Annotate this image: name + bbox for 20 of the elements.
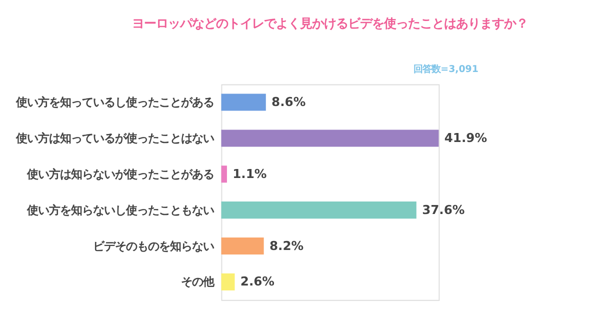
y-tick-label: その他 [181, 274, 216, 289]
data-label: 1.1% [232, 166, 267, 181]
y-tick-label: 使い方を知っているし使ったことがある [15, 95, 214, 110]
bar [221, 166, 227, 183]
data-label: 2.6% [240, 274, 274, 289]
bar [221, 273, 235, 290]
bar [221, 202, 416, 219]
bar [221, 237, 264, 254]
data-label: 41.9% [444, 130, 487, 145]
data-label: 8.2% [269, 238, 304, 253]
chart-title: ヨーロッパなどのトイレでよく見かけるビデを使ったことはありますか？ [132, 16, 528, 31]
text: 回答数=3,091 [414, 64, 478, 76]
bar [221, 130, 439, 147]
data-label: 8.6% [272, 95, 306, 110]
y-tick-label: 使い方を知らないし使ったこともない [26, 202, 214, 217]
y-tick-label: 使い方は知らないが使ったことがある [26, 166, 214, 181]
y-tick-label: 使い方は知っているが使ったことはない [15, 130, 214, 145]
y-tick-label: ビデそのものを知らない [93, 238, 214, 253]
data-label: 37.6% [422, 202, 465, 217]
bar [221, 94, 266, 111]
